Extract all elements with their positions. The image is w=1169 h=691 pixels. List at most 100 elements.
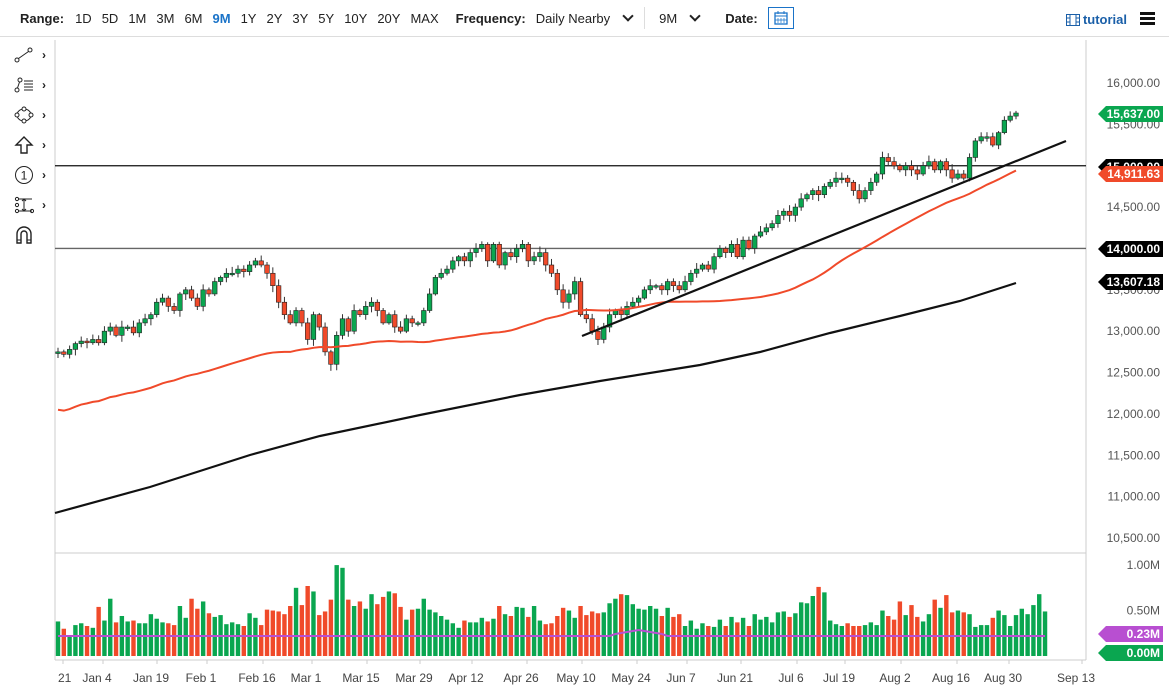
- svg-text:Mar 29: Mar 29: [395, 671, 433, 685]
- chevron-right-icon: ›: [42, 48, 46, 62]
- range-2y[interactable]: 2Y: [266, 10, 283, 26]
- trendline-tool[interactable]: ›: [0, 40, 54, 70]
- film-icon: [1065, 13, 1080, 26]
- svg-text:Feb 16: Feb 16: [238, 671, 276, 685]
- frequency-dropdown[interactable]: Daily Nearby: [535, 10, 634, 26]
- svg-text:15,637.00: 15,637.00: [1107, 107, 1161, 121]
- svg-text:Jun 7: Jun 7: [666, 671, 696, 685]
- volume-average-line: [58, 628, 1046, 637]
- svg-text:12,500.00: 12,500.00: [1107, 366, 1161, 380]
- range-max[interactable]: MAX: [410, 10, 439, 26]
- range-3m[interactable]: 3M: [156, 10, 175, 26]
- measure-tool[interactable]: ›: [0, 190, 54, 220]
- ma200-line: [54, 281, 1017, 515]
- svg-text:Sep 13: Sep 13: [1057, 671, 1095, 685]
- chevron-right-icon: ›: [42, 138, 46, 152]
- ma50-tag: 14,911.63: [1098, 166, 1163, 182]
- tutorial-link[interactable]: tutorial: [1065, 12, 1127, 27]
- range-3y[interactable]: 3Y: [292, 10, 309, 26]
- chevron-right-icon: ›: [42, 78, 46, 92]
- svg-text:14,911.63: 14,911.63: [1107, 167, 1160, 181]
- volume-bars: [55, 565, 1048, 656]
- range-1m[interactable]: 1M: [128, 10, 147, 26]
- svg-text:Jun 21: Jun 21: [717, 671, 753, 685]
- fibonacci-tool-icon: [14, 77, 33, 93]
- svg-text:0.23M: 0.23M: [1127, 627, 1160, 641]
- arrow-tool-icon: [14, 136, 34, 154]
- svg-text:10,500.00: 10,500.00: [1107, 531, 1161, 545]
- svg-text:Aug 16: Aug 16: [932, 671, 970, 685]
- candles: [55, 110, 1019, 371]
- svg-text:13,607.18: 13,607.18: [1107, 275, 1161, 289]
- svg-text:May 10: May 10: [556, 671, 596, 685]
- svg-text:11,000.00: 11,000.00: [1108, 490, 1161, 504]
- range-5y[interactable]: 5Y: [318, 10, 335, 26]
- annotation-tool[interactable]: 1 ›: [0, 160, 54, 190]
- x-axis: 21 Jan 4 Jan 19 Feb 1 Feb 16 Mar 1 Mar 15 Mar 2…: [58, 660, 1095, 685]
- range-label: Range:: [20, 10, 65, 26]
- range-toolbar: Range: 1D 5D 1M 3M 6M 9M 1Y 2Y 3Y 5Y 10Y 20Y MAX Fre…: [0, 0, 1169, 37]
- svg-text:Aug 2: Aug 2: [879, 671, 911, 685]
- svg-text:1.00M: 1.00M: [1127, 558, 1160, 572]
- annotation-tool-icon: 1: [15, 166, 33, 184]
- chevron-right-icon: ›: [42, 108, 46, 122]
- svg-text:Feb 1: Feb 1: [186, 671, 217, 685]
- volume-current-tag: 0.00M: [1098, 645, 1163, 661]
- svg-text:11,500.00: 11,500.00: [1108, 448, 1161, 462]
- period-value: 9M: [659, 10, 678, 26]
- date-label: Date:: [725, 10, 758, 26]
- frequency-label: Frequency:: [455, 10, 526, 26]
- svg-text:May 24: May 24: [611, 671, 651, 685]
- measure-tool-icon: [14, 196, 34, 214]
- range-5d[interactable]: 5D: [101, 10, 119, 26]
- period-dropdown[interactable]: 9M: [659, 10, 701, 26]
- last-price-tag: 15,637.00: [1098, 106, 1163, 122]
- range-20y[interactable]: 20Y: [377, 10, 401, 26]
- y-axis: 16,000.0015,500.0015,000.0014,500.0014,0…: [1107, 76, 1161, 618]
- range-1y[interactable]: 1Y: [240, 10, 257, 26]
- range-10y[interactable]: 10Y: [344, 10, 368, 26]
- svg-text:Jan 19: Jan 19: [133, 671, 169, 685]
- chevron-right-icon: ›: [42, 198, 46, 212]
- tutorial-label: tutorial: [1082, 12, 1127, 27]
- svg-text:Jan 4: Jan 4: [82, 671, 112, 685]
- svg-text:12,000.00: 12,000.00: [1107, 407, 1161, 421]
- ma50-line: [57, 169, 1017, 412]
- hamburger-menu-icon[interactable]: [1140, 12, 1155, 27]
- calendar-icon: [774, 11, 788, 25]
- svg-text:1: 1: [21, 169, 28, 183]
- svg-text:Apr 12: Apr 12: [448, 671, 484, 685]
- divider: [644, 7, 646, 29]
- line-14000-tag: 14,000.00: [1098, 241, 1163, 257]
- volume-average-tag: 0.23M: [1098, 626, 1163, 642]
- frequency-selector: Frequency: Daily Nearby 9M Date:: [456, 7, 794, 29]
- svg-text:Apr 26: Apr 26: [503, 671, 539, 685]
- svg-text:0.00M: 0.00M: [1127, 646, 1160, 660]
- trendline-tool-icon: [14, 47, 33, 63]
- svg-text:0.50M: 0.50M: [1127, 604, 1160, 618]
- svg-text:Mar 1: Mar 1: [291, 671, 322, 685]
- svg-text:14,500.00: 14,500.00: [1107, 200, 1161, 214]
- fibonacci-tool[interactable]: ›: [0, 70, 54, 100]
- chevron-right-icon: ›: [42, 168, 46, 182]
- shapes-tool-icon: [14, 106, 34, 124]
- range-9m[interactable]: 9M: [212, 10, 231, 26]
- drawing-toolbar: › › › › 1 › ›: [0, 40, 54, 250]
- frequency-value: Daily Nearby: [535, 10, 611, 26]
- range-selector: Range: 1D 5D 1M 3M 6M 9M 1Y 2Y 3Y 5Y 10Y 20Y MAX: [20, 11, 444, 26]
- shapes-tool[interactable]: ›: [0, 100, 54, 130]
- svg-text:13,000.00: 13,000.00: [1107, 324, 1161, 338]
- range-6m[interactable]: 6M: [184, 10, 203, 26]
- range-1d[interactable]: 1D: [75, 10, 92, 26]
- svg-text:Mar 15: Mar 15: [342, 671, 380, 685]
- magnet-tool[interactable]: [0, 220, 54, 250]
- svg-text:16,000.00: 16,000.00: [1107, 76, 1161, 90]
- ma200-tag: 13,607.18: [1098, 274, 1163, 290]
- magnet-tool-icon: [16, 226, 32, 244]
- trendline: [581, 139, 1067, 338]
- arrow-tool[interactable]: ›: [0, 130, 54, 160]
- svg-text:Aug 30: Aug 30: [984, 671, 1022, 685]
- svg-text:21: 21: [58, 671, 72, 685]
- calendar-button[interactable]: [767, 7, 794, 29]
